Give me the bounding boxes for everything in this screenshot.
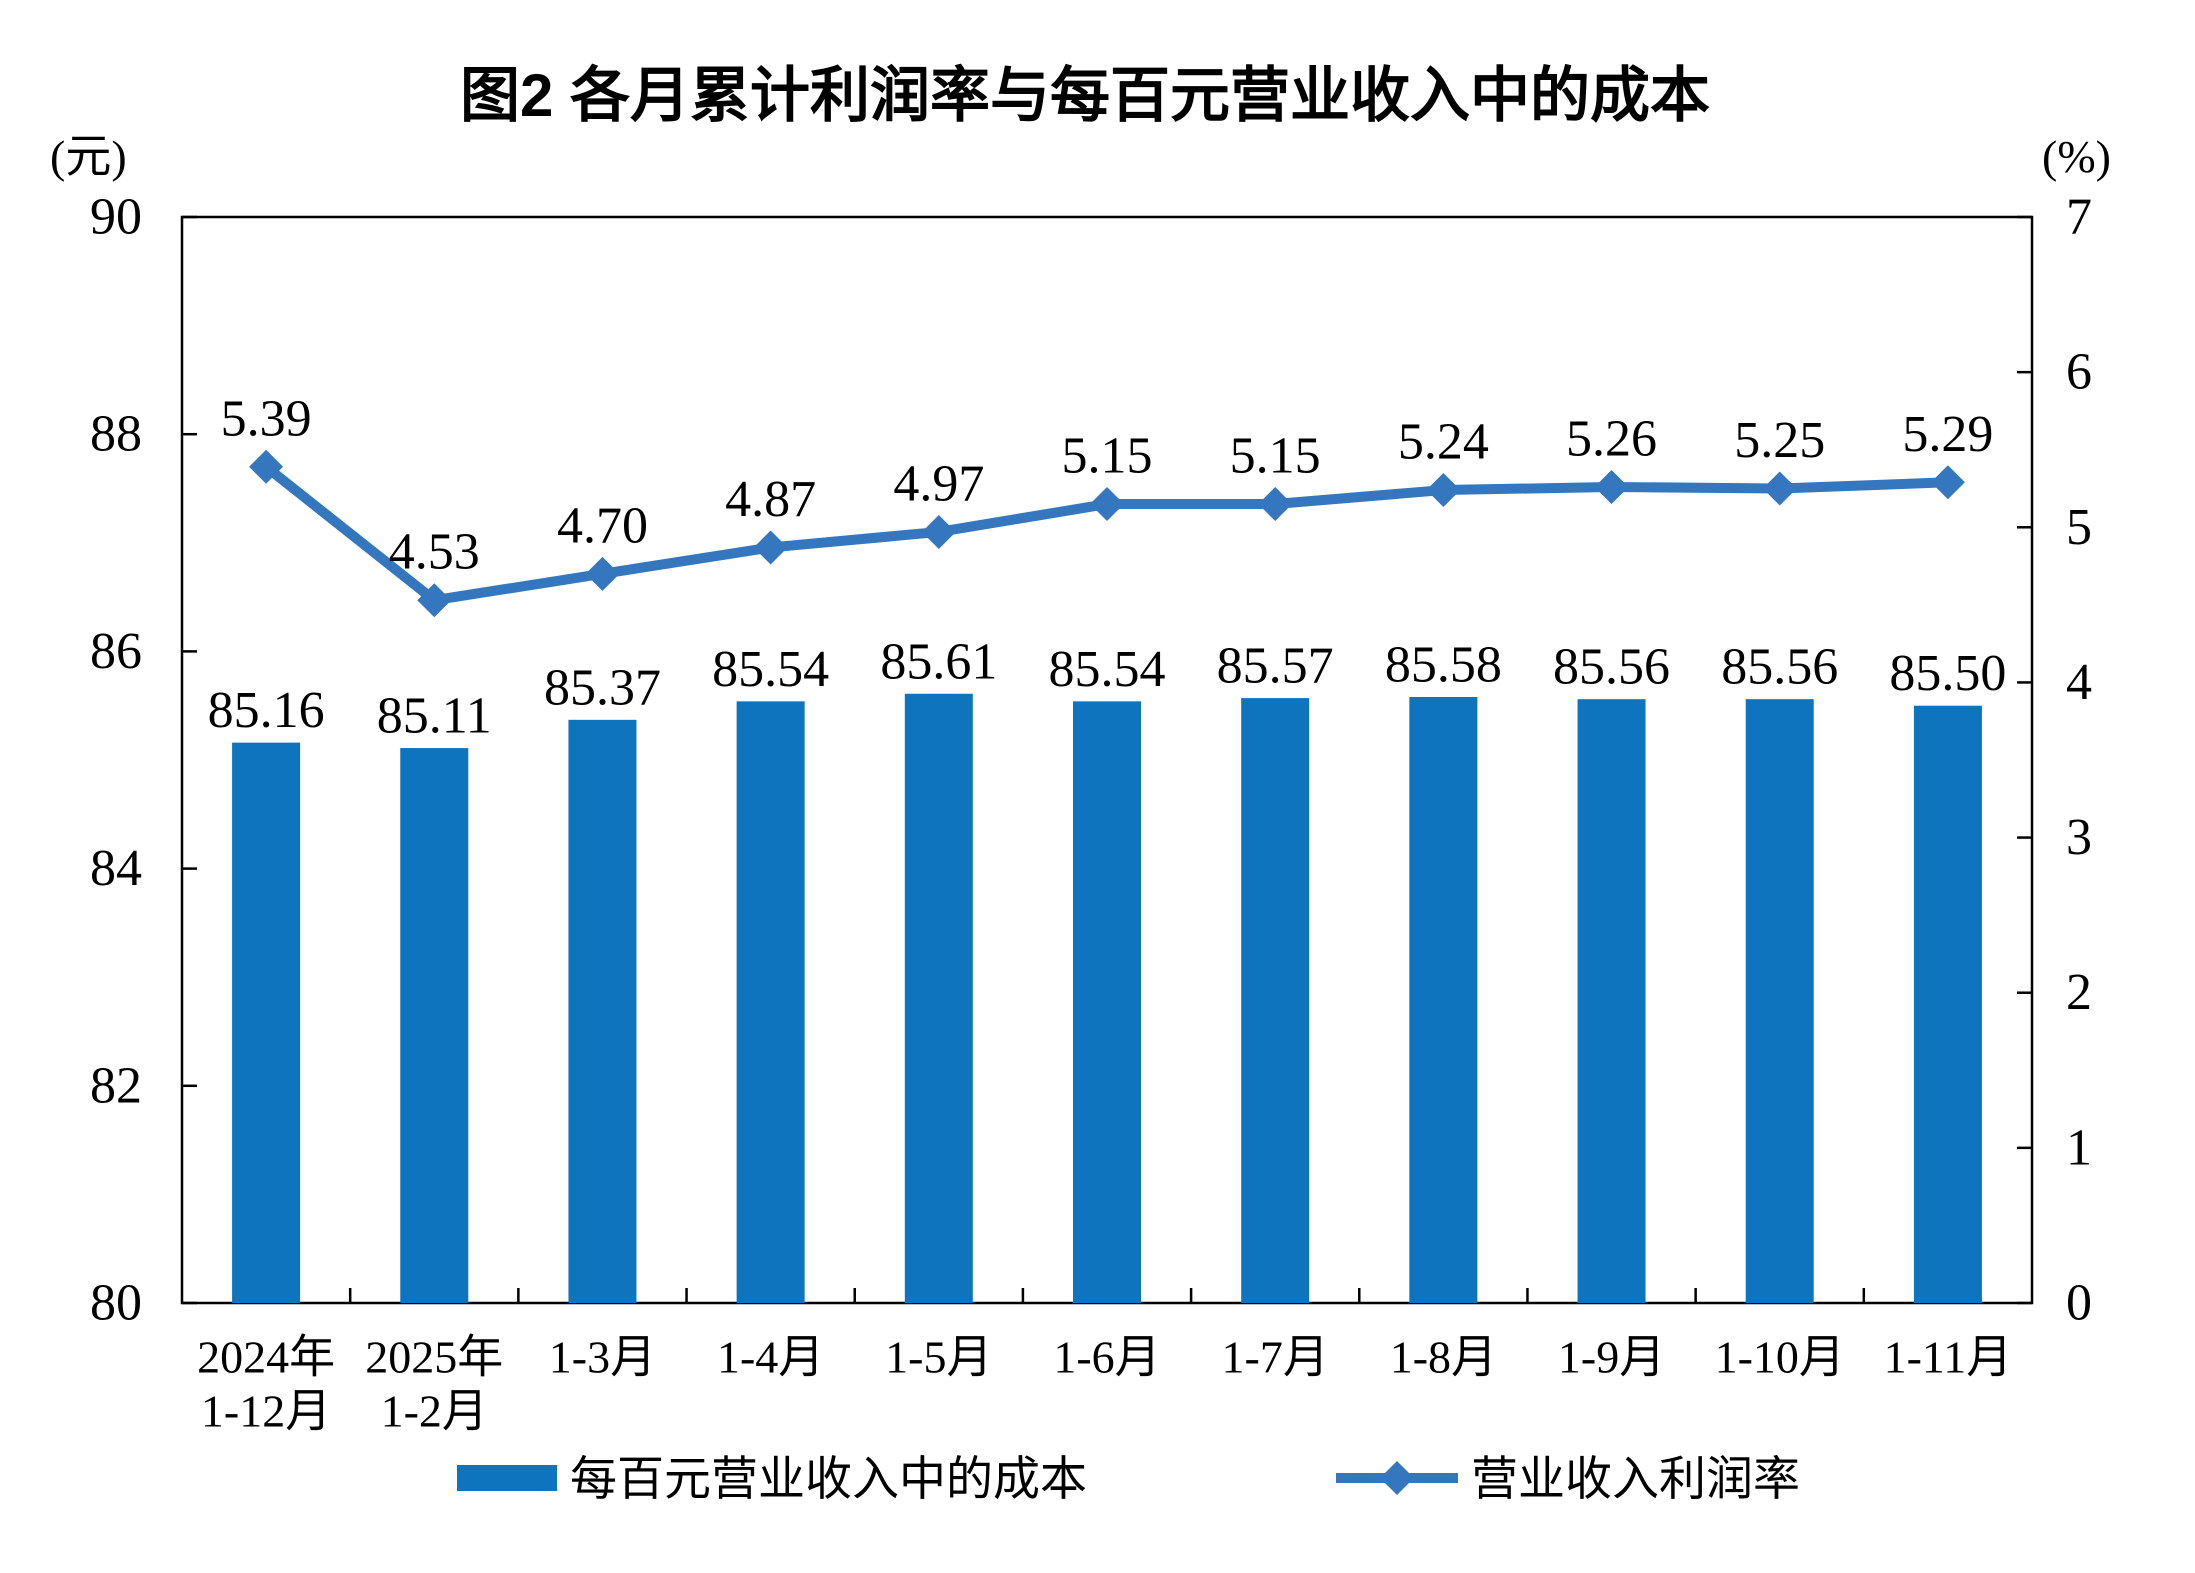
y-right-tick-label: 6 (2066, 344, 2092, 401)
bar-swatch-rect (457, 1465, 557, 1491)
x-category-label: 1-6月 (1053, 1332, 1160, 1383)
x-category-label: 1-12月 (201, 1386, 331, 1437)
x-category-label: 1-4月 (717, 1332, 824, 1383)
bar (1409, 697, 1478, 1303)
bar-value-label: 85.58 (1385, 637, 1502, 694)
bar-value-label: 85.54 (1049, 641, 1166, 698)
profit-rate-line (261, 461, 1953, 606)
bar (736, 701, 805, 1303)
bar (1745, 699, 1814, 1303)
x-category-label: 1-7月 (1222, 1332, 1329, 1383)
line-value-label: 5.15 (1062, 428, 1153, 485)
y-left-tick-label: 82 (90, 1057, 142, 1114)
diamond-marker-icon (921, 514, 956, 549)
line-swatch-diamond-icon (1380, 1461, 1414, 1495)
x-category-label: 1-5月 (885, 1332, 992, 1383)
x-category-label: 1-8月 (1390, 1332, 1497, 1383)
bar (1241, 698, 1310, 1303)
line-series-swatch-icon (1336, 1456, 1458, 1500)
bar-value-label: 85.57 (1217, 638, 1334, 695)
diamond-marker-icon (417, 583, 452, 618)
bar-value-label: 85.37 (544, 659, 661, 716)
diamond-marker-icon (1762, 471, 1797, 506)
y-right-tick-label: 2 (2066, 964, 2092, 1021)
x-category-label: 1-10月 (1715, 1332, 1845, 1383)
y-left-tick-label: 80 (90, 1275, 142, 1332)
line-value-label: 5.24 (1398, 414, 1489, 471)
bar-value-label: 85.11 (377, 688, 492, 745)
line-value-label: 4.97 (893, 455, 984, 512)
y-left-tick-label: 90 (90, 189, 142, 246)
line-value-label: 5.25 (1734, 412, 1825, 469)
bar-value-label: 85.54 (712, 641, 829, 698)
right-axis-unit-label: (%) (2042, 131, 2111, 182)
bar-series-swatch-icon (457, 1464, 557, 1492)
bar-value-label: 85.16 (208, 682, 325, 739)
y-right-tick-label: 7 (2066, 189, 2092, 246)
bar-value-label: 85.50 (1889, 645, 2006, 702)
diamond-marker-icon (585, 556, 620, 591)
diamond-marker-icon (753, 530, 788, 565)
line-value-label: 4.87 (725, 471, 816, 528)
bar (1073, 701, 1141, 1303)
y-right-tick-label: 5 (2066, 499, 2092, 556)
bar (400, 748, 469, 1303)
y-left-tick-label: 88 (90, 406, 142, 463)
x-category-label: 1-2月 (381, 1386, 488, 1437)
diamond-marker-icon (1090, 487, 1124, 522)
line-value-label: 5.39 (221, 390, 312, 447)
left-axis-unit-label: (元) (50, 131, 127, 182)
bar (904, 693, 973, 1303)
line-value-label: 5.29 (1902, 406, 1993, 463)
chart-title: 图2 各月累计利润率与每百元营业收入中的成本 (459, 62, 1711, 129)
x-category-label: 1-3月 (549, 1332, 656, 1383)
y-right-tick-label: 4 (2066, 654, 2092, 711)
bar-series-legend-label: 每百元营业收入中的成本 (570, 1451, 1087, 1505)
line-value-label: 5.26 (1566, 410, 1657, 467)
y-left-tick-label: 84 (90, 840, 142, 897)
y-right-tick-label: 1 (2066, 1119, 2092, 1176)
x-category-label: 1-9月 (1558, 1332, 1665, 1383)
line-value-label: 4.53 (389, 524, 480, 581)
y-left-tick-label: 86 (90, 623, 142, 680)
diamond-marker-icon (1258, 487, 1293, 522)
diamond-marker-icon (1594, 469, 1629, 504)
legend-item-profit-rate: 营业收入利润率 (1336, 1452, 1800, 1504)
bar-value-label: 85.56 (1721, 639, 1838, 696)
line-value-label: 5.15 (1230, 428, 1321, 485)
bar (1577, 699, 1646, 1303)
line-value-label: 4.70 (557, 497, 648, 554)
bar-value-label: 85.56 (1553, 639, 1670, 696)
x-category-label: 1-11月 (1884, 1332, 2013, 1383)
diamond-marker-icon (1426, 473, 1461, 508)
bar (568, 719, 637, 1303)
bar-value-label: 85.61 (880, 633, 997, 690)
diamond-marker-icon (1930, 465, 1965, 500)
y-right-tick-label: 0 (2066, 1275, 2092, 1332)
x-category-label: 2025年 (365, 1332, 503, 1383)
legend-item-cost: 每百元营业收入中的成本 (457, 1452, 1087, 1504)
line-series-legend-label: 营业收入利润率 (1471, 1451, 1800, 1505)
diamond-marker-icon (249, 449, 284, 484)
y-right-tick-label: 3 (2066, 809, 2092, 866)
bar (232, 742, 301, 1303)
x-category-label: 2024年 (197, 1332, 335, 1383)
bar (1913, 705, 1982, 1303)
